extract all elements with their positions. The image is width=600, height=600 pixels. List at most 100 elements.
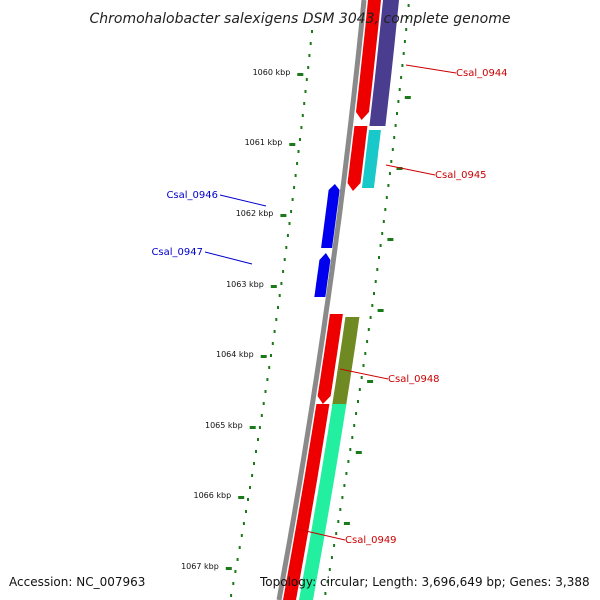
left-track-dot — [260, 414, 263, 417]
right-track-dot — [400, 76, 403, 79]
kbp-tick-mark — [289, 143, 296, 146]
gene-leader-line — [219, 194, 267, 207]
right-track-dot — [387, 184, 390, 187]
gene-leader-line — [339, 368, 389, 380]
gene-label-csal-0946[interactable]: Csal_0946 — [166, 190, 218, 201]
gene-label-csal-0944[interactable]: Csal_0944 — [456, 68, 508, 79]
kbp-tick-label: 1064 kbp — [216, 350, 254, 359]
left-track-dot — [232, 582, 235, 585]
left-track-dot — [286, 234, 289, 237]
left-track-dot — [245, 510, 247, 513]
left-track-dot — [264, 390, 267, 393]
left-track-dot — [249, 486, 251, 489]
kbp-tick-label: 1063 kbp — [226, 280, 264, 289]
right-track-dot — [362, 364, 365, 367]
right-track-dot — [358, 388, 361, 391]
right-track-dot — [401, 64, 404, 67]
kbp-tick-label: 1066 kbp — [193, 491, 231, 500]
left-track-dot — [311, 30, 313, 33]
right-track-dot — [364, 352, 367, 355]
minor-tick-mark — [377, 309, 384, 312]
right-track-dot — [345, 472, 348, 475]
gene-band-csal-0947 — [314, 253, 331, 297]
accession-text: Accession: NC_007963 — [9, 575, 146, 589]
red-cds-band — [356, 0, 381, 120]
gene-label-csal-0948[interactable]: Csal_0948 — [388, 374, 440, 385]
right-track-dot — [378, 256, 380, 259]
left-track-dot — [268, 366, 271, 369]
right-track-dot — [405, 28, 408, 31]
kbp-tick-mark — [260, 355, 267, 358]
kbp-tick-label: 1061 kbp — [245, 138, 283, 147]
gene-band-csal-0945 — [361, 130, 381, 188]
left-track-dot — [285, 246, 288, 249]
left-track-dot — [308, 54, 311, 57]
left-track-dot — [271, 342, 274, 345]
left-track-dot — [255, 450, 257, 453]
kbp-tick-mark — [238, 496, 245, 499]
minor-tick-mark — [404, 96, 411, 99]
left-track-dot — [247, 498, 249, 501]
minor-tick-mark — [396, 167, 403, 170]
right-track-dot — [367, 328, 370, 331]
right-track-dot — [366, 340, 369, 343]
left-track-dot — [270, 354, 272, 357]
right-track-dot — [398, 88, 401, 91]
gene-leader-line — [405, 64, 457, 74]
right-track-dot — [353, 424, 356, 427]
gene-labels-layer: Csal_0944 Csal_0945 Csal_0946 Csal_0947 Csal… — [151, 64, 508, 546]
left-track-dot — [307, 66, 310, 69]
minor-tick-mark — [367, 380, 374, 383]
left-track-dot — [234, 570, 237, 573]
gene-label-csal-0947[interactable]: Csal_0947 — [151, 247, 203, 258]
right-track-dot — [351, 436, 354, 439]
left-track-dot — [283, 258, 286, 261]
right-track-dot — [388, 172, 391, 175]
gene-label-csal-0945[interactable]: Csal_0945 — [435, 170, 487, 181]
left-track-dot — [303, 102, 306, 105]
left-track-dot — [258, 426, 261, 429]
kbp-tick-label: 1065 kbp — [205, 421, 243, 430]
red-cds-band — [317, 314, 343, 404]
red-cds-band — [347, 126, 368, 191]
topology-summary-text: Topology: circular; Length: 3,696,649 bp… — [260, 575, 590, 589]
minor-tick-mark — [387, 238, 394, 241]
outer-dotted-tracks — [230, 4, 410, 597]
left-track-dot — [301, 114, 304, 117]
gene-leader-line — [385, 164, 436, 176]
gene-leader-line — [296, 528, 346, 541]
right-track-dot — [382, 220, 385, 223]
gene-label-csal-0949[interactable]: Csal_0949 — [345, 535, 397, 546]
kbp-tick-mark — [297, 73, 304, 76]
left-track-dot — [262, 402, 265, 405]
right-track-dot — [394, 124, 397, 127]
right-track-dot — [333, 544, 336, 547]
right-track-dot — [347, 460, 350, 463]
right-track-dot — [407, 4, 410, 7]
right-track-dot — [393, 136, 396, 139]
minor-tick-mark — [343, 522, 350, 525]
left-track-dot — [257, 438, 259, 441]
left-track-dot — [297, 150, 300, 153]
feature-bands-layer — [283, 0, 399, 600]
left-track-dot — [288, 222, 291, 225]
right-track-dot — [374, 280, 377, 283]
right-track-dot — [328, 568, 331, 571]
left-track-dot — [299, 138, 301, 141]
kbp-tick-mark — [249, 426, 256, 429]
left-track-dot — [251, 474, 254, 477]
right-track-dot — [406, 16, 409, 19]
left-track-dot — [278, 294, 281, 297]
right-track-dot — [371, 304, 374, 307]
minor-tick-mark — [355, 451, 362, 454]
right-track-dot — [326, 580, 329, 583]
gene-leader-line — [204, 251, 253, 265]
kbp-tick-mark — [270, 285, 277, 288]
left-track-dot — [309, 42, 312, 45]
kbp-tick-mark — [280, 214, 287, 217]
left-track-dot — [273, 330, 276, 333]
right-track-dot — [337, 520, 340, 523]
gene-band-csal-0944 — [369, 0, 399, 126]
left-track-dot — [300, 126, 303, 129]
